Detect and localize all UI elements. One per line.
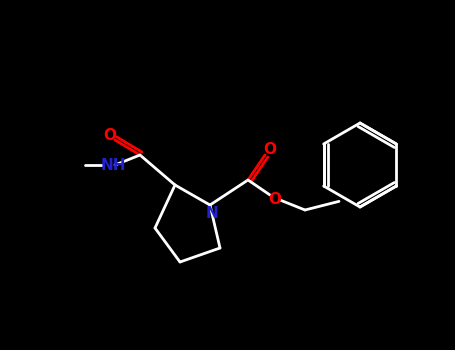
- Text: N: N: [206, 205, 218, 220]
- Text: O: O: [268, 193, 282, 208]
- Text: O: O: [103, 127, 116, 142]
- Text: O: O: [263, 142, 277, 158]
- Text: NH: NH: [100, 158, 126, 173]
